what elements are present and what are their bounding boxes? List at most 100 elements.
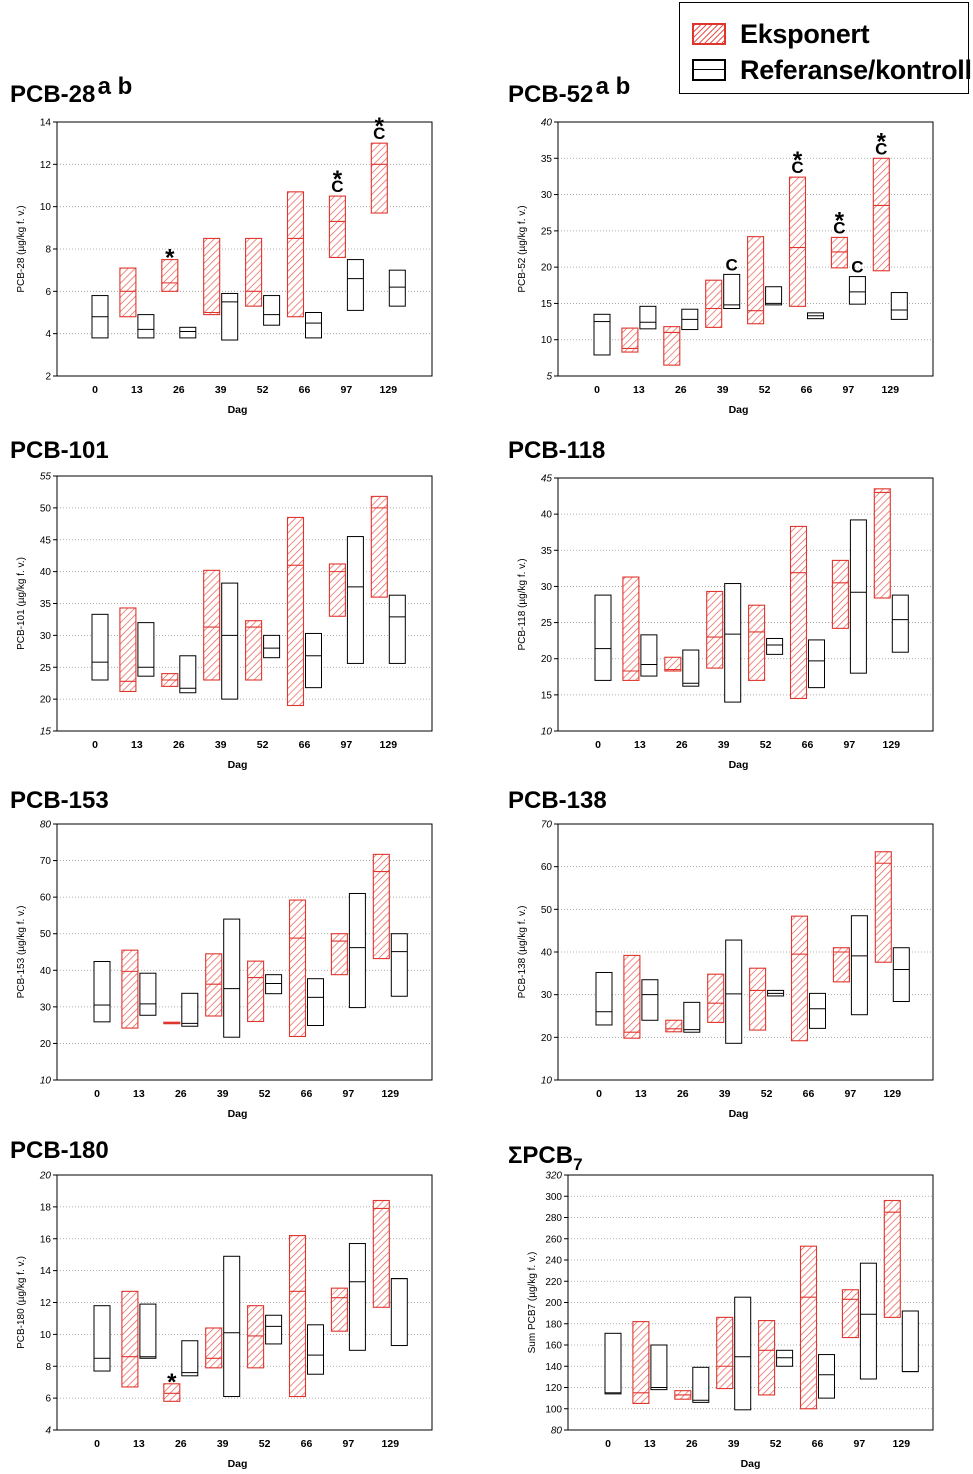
box-exposed	[705, 279, 723, 328]
chart-title: PCB-101	[10, 437, 109, 464]
box-reference	[348, 892, 366, 1009]
y-tick-label: 160	[545, 1341, 562, 1352]
legend-item-reference: Referanse/kontroll	[692, 53, 972, 87]
box-exposed	[748, 604, 766, 681]
y-tick-label: 14	[40, 1266, 52, 1277]
y-tick-label: 45	[541, 474, 553, 485]
x-tick-label: 129	[380, 384, 398, 396]
box-reference	[265, 974, 283, 995]
y-tick-label: 260	[545, 1234, 562, 1245]
box-reference	[221, 582, 239, 700]
box-exposed	[790, 915, 809, 1042]
x-tick-label: 129	[883, 739, 901, 751]
box-exposed	[788, 176, 807, 307]
box-exposed	[205, 953, 223, 1017]
box-reference	[639, 305, 657, 330]
x-tick-label: 52	[760, 739, 772, 751]
y-axis-label: Sum PCB7 (µg/kg f. v.)	[527, 1252, 538, 1354]
plot-frame	[557, 477, 934, 732]
y-tick-label: 30	[541, 990, 553, 1001]
y-tick-label: 5	[546, 372, 552, 383]
box-exposed	[841, 1289, 859, 1339]
box-exposed	[872, 157, 890, 272]
chart-panel: PCB-118 10 15 20 25 30 35 40 45 0 13 26 39 52 66 97 129 D…	[508, 437, 934, 771]
x-axis-label: Dag	[729, 759, 749, 771]
box-exposed	[245, 237, 263, 307]
box-exposed	[203, 569, 221, 681]
x-tick-label: 52	[257, 384, 269, 396]
y-tick-label: 12	[40, 160, 52, 171]
box-exposed	[664, 656, 682, 672]
significance-asterisk: *	[793, 147, 803, 174]
x-tick-label: 39	[217, 1438, 229, 1450]
x-tick-label: 39	[217, 1088, 229, 1100]
y-tick-label: 50	[40, 503, 52, 514]
y-tick-label: 8	[45, 245, 51, 256]
y-tick-label: 80	[40, 820, 52, 831]
x-tick-label: 0	[605, 1438, 611, 1450]
box-exposed	[328, 563, 346, 617]
y-tick-label: 20	[40, 695, 52, 706]
y-tick-label: 35	[541, 546, 553, 557]
box-reference	[848, 276, 866, 305]
y-tick-label: 180	[545, 1319, 562, 1330]
x-tick-label: 39	[728, 1438, 740, 1450]
y-tick-label: 40	[541, 948, 553, 959]
y-tick-label: 20	[39, 1171, 52, 1182]
chart-title: PCB-138	[508, 787, 607, 814]
y-axis-label: PCB-180 (µg/kg f. v.)	[16, 1256, 27, 1349]
legend-reference-swatch	[692, 59, 726, 81]
x-tick-label: 66	[802, 739, 814, 751]
significance-asterisk: *	[167, 1369, 177, 1396]
box-reference	[390, 933, 408, 997]
box-exposed	[622, 576, 640, 681]
y-tick-label: 25	[40, 663, 52, 674]
x-tick-label: 97	[843, 384, 855, 396]
box-exposed	[247, 1305, 265, 1369]
box-reference	[93, 1305, 111, 1372]
plot-frame	[56, 475, 433, 732]
box-reference	[221, 292, 239, 341]
chart-panel: PCB-153 10 20 30 40 50 60 70 80 0 13 26 39 52 66 97 129 D…	[10, 787, 433, 1120]
x-tick-label: 52	[259, 1088, 271, 1100]
box-exposed	[789, 525, 808, 700]
box-reference	[346, 259, 364, 311]
x-tick-label: 129	[893, 1438, 911, 1450]
y-tick-label: 18	[40, 1202, 52, 1213]
box-reference	[348, 1243, 366, 1351]
x-tick-label: 66	[299, 384, 311, 396]
box-reference	[593, 313, 611, 356]
x-tick-label: 26	[675, 384, 687, 396]
box-reference	[683, 1001, 701, 1033]
box-exposed	[247, 960, 265, 1023]
box-exposed	[119, 607, 137, 693]
x-tick-label: 13	[131, 384, 143, 396]
box-reference	[640, 634, 658, 677]
y-axis-label: PCB-101 (µg/kg f. v.)	[16, 557, 27, 650]
x-tick-label: 129	[882, 384, 900, 396]
y-tick-label: 10	[541, 727, 553, 738]
box-reference	[179, 655, 197, 694]
x-tick-label: 97	[845, 1088, 857, 1100]
y-axis-label: PCB-153 (µg/kg f. v.)	[16, 906, 27, 999]
y-tick-label: 12	[40, 1298, 52, 1309]
plot-frame	[557, 823, 934, 1081]
chart-title: PCB-118	[508, 437, 605, 464]
y-tick-label: 70	[40, 856, 52, 867]
legend-reference-label: Referanse/kontroll	[740, 54, 972, 85]
y-tick-label: 50	[40, 929, 52, 940]
box-exposed	[749, 967, 767, 1031]
x-tick-label: 13	[635, 1088, 647, 1100]
y-tick-label: 25	[541, 618, 553, 629]
box-exposed	[163, 1383, 181, 1402]
box-exposed	[372, 1199, 390, 1308]
x-tick-label: 39	[215, 384, 227, 396]
box-exposed	[632, 1321, 650, 1404]
y-tick-label: 40	[40, 567, 52, 578]
box-reference	[724, 583, 742, 703]
y-tick-label: 16	[40, 1234, 52, 1245]
significance-asterisk: *	[165, 245, 175, 272]
box-reference	[263, 295, 281, 326]
y-tick-label: 14	[40, 118, 52, 129]
box-exposed	[121, 949, 139, 1029]
